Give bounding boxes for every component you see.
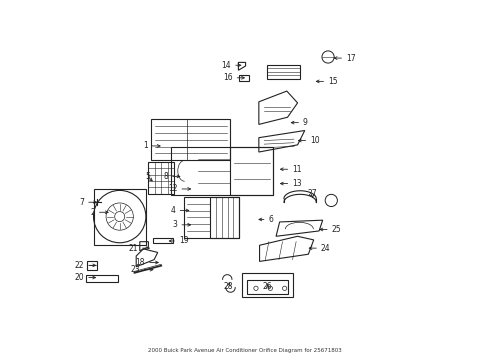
Bar bbox=[148, 162, 174, 194]
Text: 17: 17 bbox=[346, 54, 355, 63]
Text: 6: 6 bbox=[268, 215, 273, 224]
Text: 1: 1 bbox=[142, 141, 147, 150]
Bar bbox=[93, 189, 145, 244]
Text: 7: 7 bbox=[79, 198, 84, 207]
Text: 25: 25 bbox=[331, 225, 341, 234]
Text: 2: 2 bbox=[90, 208, 95, 217]
Text: 14: 14 bbox=[221, 61, 231, 70]
Bar bbox=[86, 275, 117, 282]
Text: 5: 5 bbox=[145, 172, 150, 181]
Bar bbox=[241, 273, 292, 297]
Text: 20: 20 bbox=[75, 273, 84, 282]
Text: 27: 27 bbox=[307, 189, 317, 198]
Text: 9: 9 bbox=[303, 118, 307, 127]
Bar bbox=[171, 147, 273, 195]
Bar bbox=[210, 197, 239, 238]
Bar bbox=[183, 197, 239, 238]
Text: 13: 13 bbox=[292, 179, 301, 188]
Text: 8: 8 bbox=[163, 172, 168, 181]
Bar bbox=[151, 119, 230, 160]
Bar bbox=[152, 238, 173, 243]
Text: 4: 4 bbox=[170, 206, 175, 215]
Text: 19: 19 bbox=[179, 237, 188, 246]
Text: 3: 3 bbox=[172, 220, 177, 229]
Text: 26: 26 bbox=[263, 282, 272, 291]
Text: 11: 11 bbox=[292, 165, 301, 174]
Text: 23: 23 bbox=[130, 265, 140, 274]
Text: 22: 22 bbox=[75, 261, 84, 270]
Text: 2000 Buick Park Avenue Air Conditioner Orifice Diagram for 25671803: 2000 Buick Park Avenue Air Conditioner O… bbox=[147, 348, 341, 353]
Text: 28: 28 bbox=[223, 282, 233, 291]
Text: 12: 12 bbox=[167, 184, 177, 193]
Bar bbox=[246, 280, 287, 294]
Bar bbox=[266, 65, 300, 78]
Text: 16: 16 bbox=[223, 73, 232, 82]
Text: 15: 15 bbox=[327, 77, 337, 86]
Bar bbox=[230, 147, 273, 195]
Text: 10: 10 bbox=[309, 136, 319, 145]
Text: 24: 24 bbox=[320, 244, 330, 253]
Text: 21: 21 bbox=[128, 244, 138, 253]
Bar bbox=[87, 261, 97, 270]
Text: 18: 18 bbox=[135, 258, 145, 267]
Bar bbox=[239, 75, 249, 81]
